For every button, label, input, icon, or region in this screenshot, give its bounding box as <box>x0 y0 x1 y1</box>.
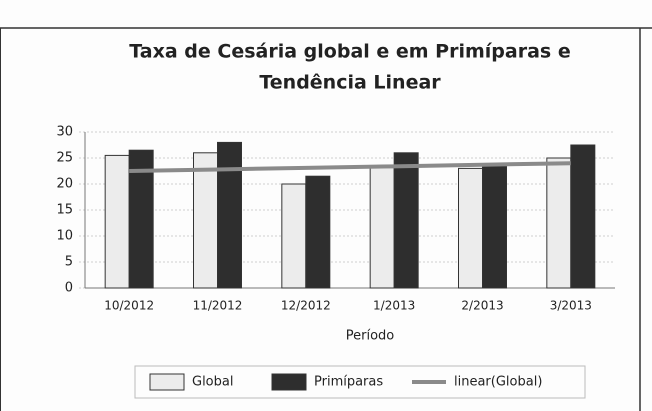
x-tick-label: 10/2012 <box>104 299 154 313</box>
legend-swatch <box>271 373 307 391</box>
y-tick-label: 25 <box>56 151 73 166</box>
bar <box>482 165 507 289</box>
bar <box>128 149 154 289</box>
y-tick-label: 30 <box>56 125 73 140</box>
x-tick-label: 2/2013 <box>461 299 503 313</box>
legend-label: Global <box>192 375 233 390</box>
x-tick-label: 11/2012 <box>193 299 243 313</box>
x-axis-label: Período <box>346 329 395 344</box>
bar <box>281 183 307 289</box>
bar <box>458 167 483 289</box>
bar <box>570 144 596 289</box>
bar <box>393 152 419 289</box>
bar <box>546 157 572 289</box>
legend-box <box>134 365 586 399</box>
bar <box>193 152 218 289</box>
bar <box>369 165 395 289</box>
legend-swatch <box>149 373 185 391</box>
legend-label: linear(Global) <box>454 375 542 390</box>
chart-title: Taxa de Cesária global e em Primíparas e <box>129 41 570 63</box>
chart-title: Tendência Linear <box>259 72 441 94</box>
x-tick-label: 1/2013 <box>373 299 415 313</box>
x-tick-label: 12/2012 <box>281 299 331 313</box>
legend-label: Primíparas <box>314 375 383 390</box>
y-tick-label: 0 <box>65 281 73 296</box>
y-tick-label: 10 <box>56 229 73 244</box>
y-tick-label: 5 <box>65 255 73 270</box>
trend-line <box>129 161 571 173</box>
bar <box>305 175 331 289</box>
bar <box>104 154 130 289</box>
y-tick-label: 15 <box>56 203 73 218</box>
y-tick-label: 20 <box>56 177 73 192</box>
x-tick-label: 3/2013 <box>550 299 592 313</box>
bar <box>217 141 242 289</box>
